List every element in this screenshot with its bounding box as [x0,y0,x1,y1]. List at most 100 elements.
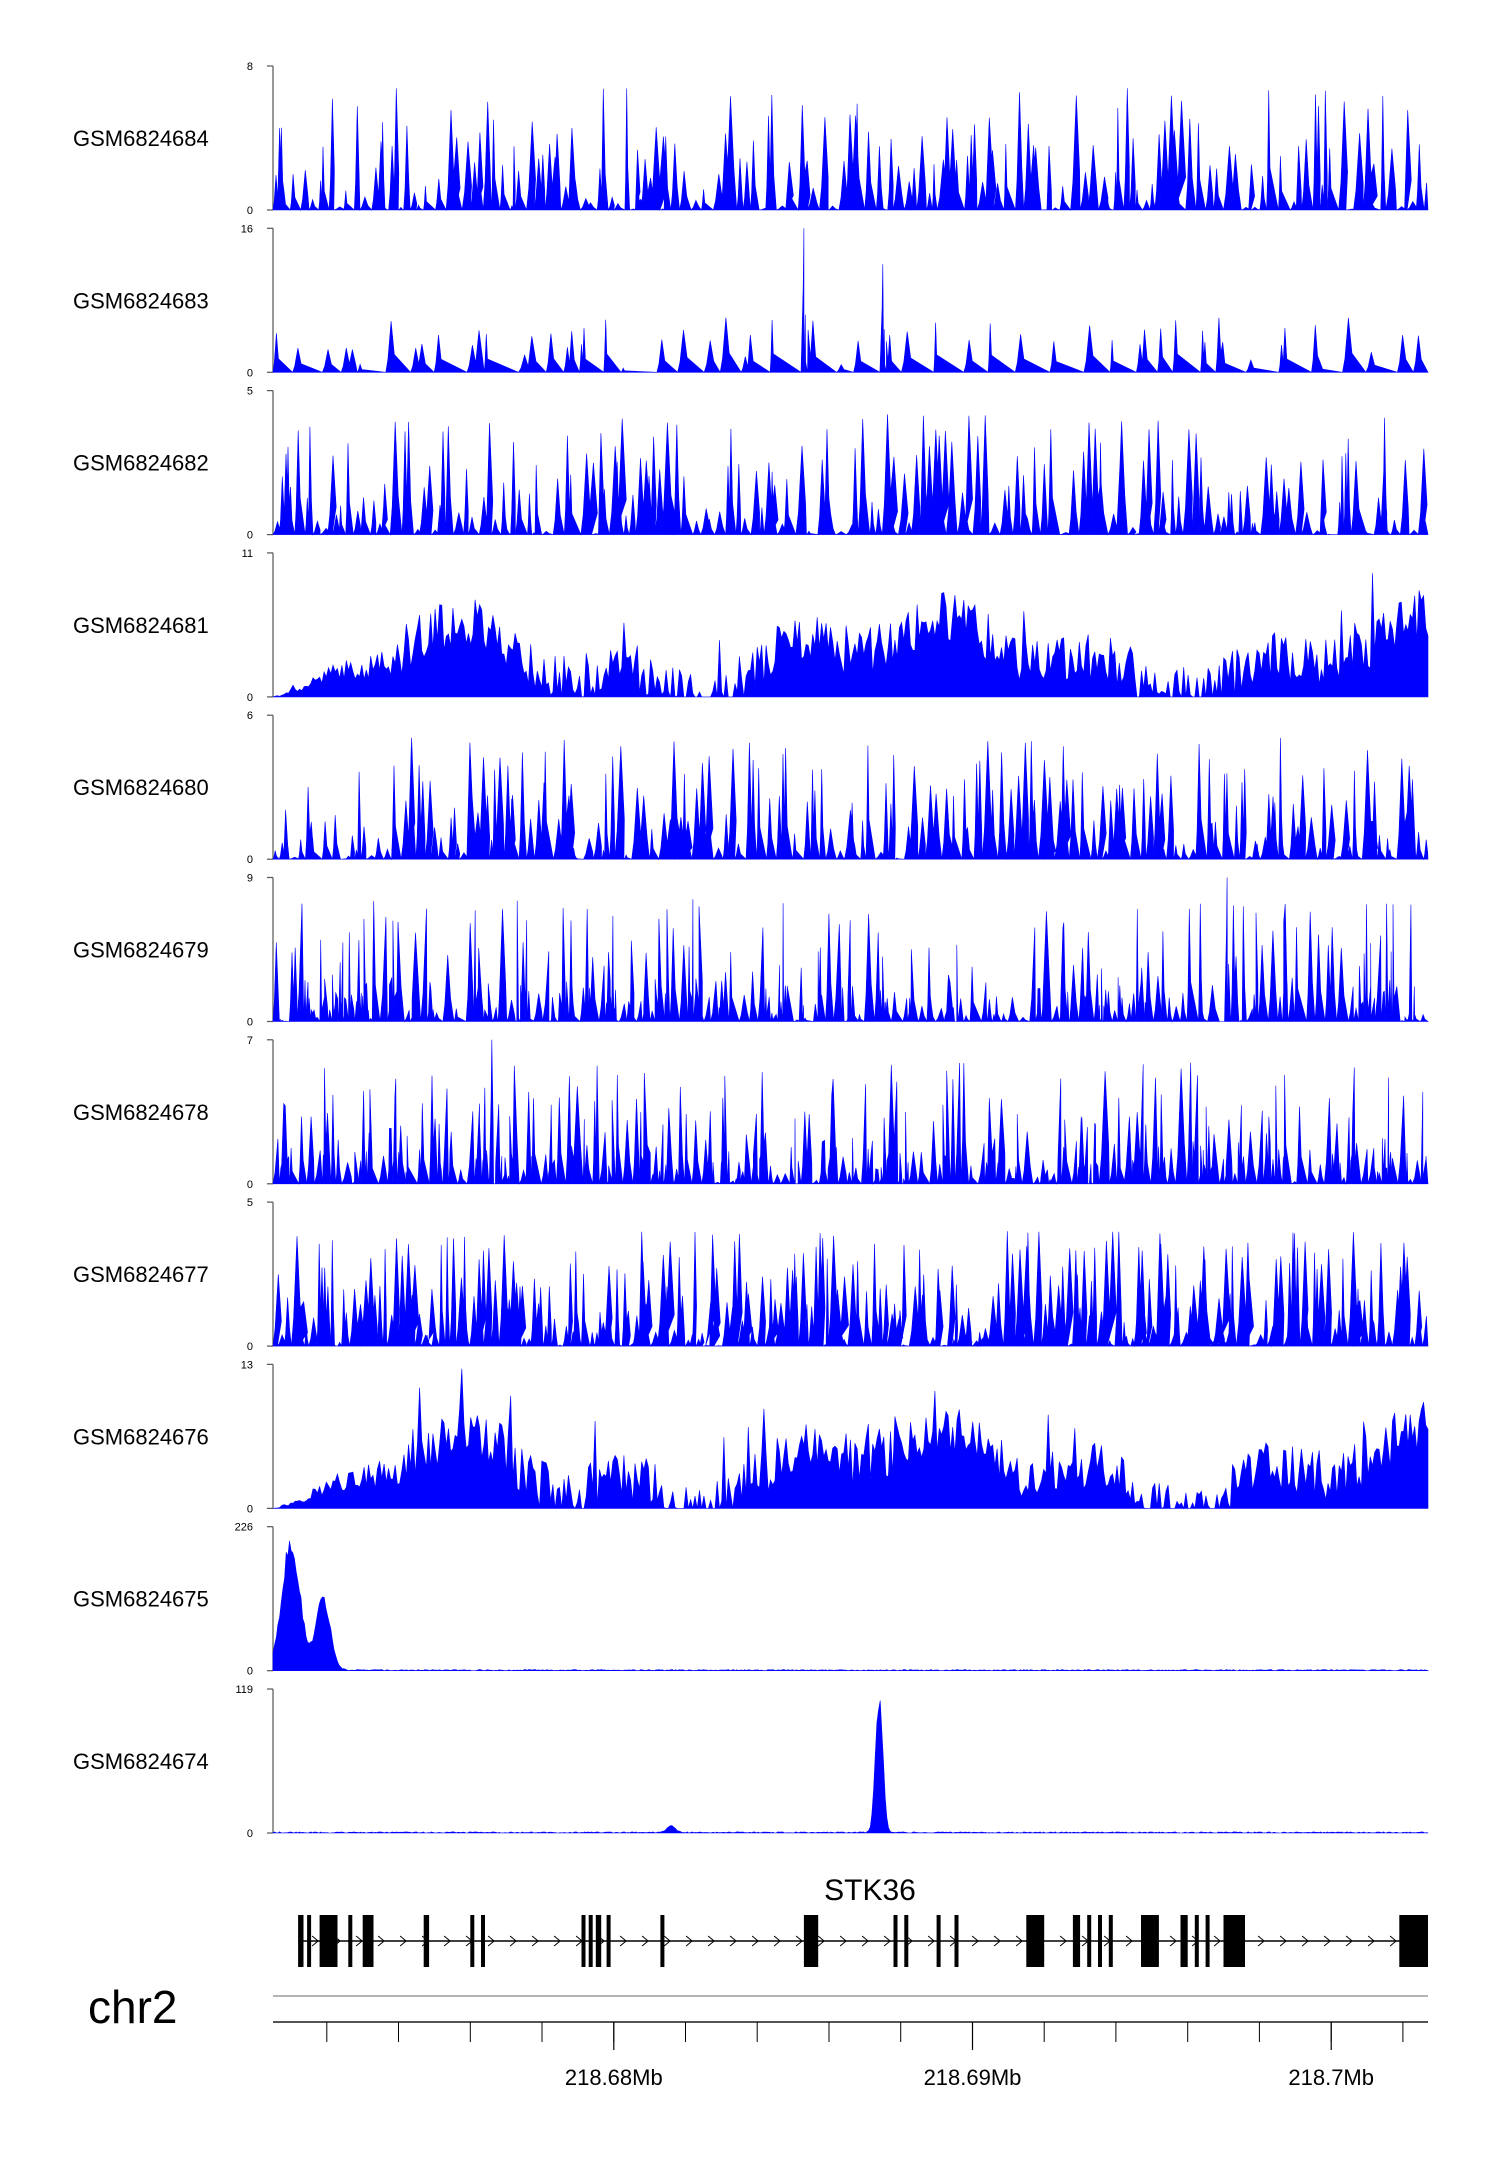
track-GSM6824681: GSM6824681 11 0 [73,548,1429,704]
gene-exon [1072,1915,1081,1967]
strand-arrow [619,1935,627,1947]
strand-arrow [707,1935,715,1947]
gene-track: STK36 [298,1874,1428,1967]
gene-exon [423,1915,430,1967]
x-tick-label: 218.69Mb [924,2065,1022,2090]
coordinate-axis: chr2 218.68Mb 218.69Mb 218.7Mb [88,1981,1428,2090]
gene-exon [470,1915,475,1967]
track-signal-area [272,1368,1429,1510]
strand-arrow [1389,1935,1397,1947]
y-tick-label-min: 0 [247,1017,253,1029]
track-signal-area [272,1700,1429,1834]
gene-exon [1026,1915,1045,1967]
track-label: GSM6824682 [73,451,209,476]
y-tick-label-max: 16 [241,223,253,235]
strand-arrow [685,1935,693,1947]
gene-exon [936,1915,941,1967]
strand-arrow [1323,1935,1331,1947]
track-GSM6824682: GSM6824682 5 0 [73,386,1429,542]
track-GSM6824675: GSM6824675 226 0 [73,1522,1429,1678]
strand-arrow [443,1935,451,1947]
y-tick-label-max: 13 [241,1359,253,1371]
track-signal-area [272,573,1429,699]
strand-arrow [377,1935,385,1947]
strand-arrow [1301,1935,1309,1947]
strand-arrow [971,1935,979,1947]
gene-exon [1205,1915,1210,1967]
strand-arrow [795,1935,803,1947]
gene-exon [1141,1915,1159,1967]
strand-arrow [553,1935,561,1947]
track-label: GSM6824674 [73,1749,209,1774]
y-tick-label-min: 0 [247,1179,253,1191]
track-label: GSM6824677 [73,1262,209,1287]
track-label: GSM6824676 [73,1424,209,1449]
strand-arrow [751,1935,759,1947]
track-signal-area [272,414,1429,536]
y-tick-label-max: 8 [247,61,253,73]
chromosome-label: chr2 [88,1981,177,2033]
strand-arrow [1367,1935,1375,1947]
strand-arrow [1169,1935,1177,1947]
strand-arrow [1059,1935,1067,1947]
gene-exon [298,1915,304,1967]
strand-arrow [773,1935,781,1947]
strand-arrow [729,1935,737,1947]
y-tick-label-min: 0 [247,1828,253,1840]
strand-arrow [1279,1935,1287,1947]
track-GSM6824680: GSM6824680 6 0 [73,710,1429,866]
strand-arrow [1015,1935,1023,1947]
track-signal-area [272,1039,1429,1185]
gene-exon [893,1915,898,1967]
y-tick-label-min: 0 [247,1666,253,1678]
y-tick-label-min: 0 [247,367,253,379]
track-signal-area [272,877,1429,1023]
strand-arrow [487,1935,495,1947]
gene-name-label: STK36 [824,1874,916,1907]
strand-arrow [1257,1935,1265,1947]
track-GSM6824674: GSM6824674 119 0 [73,1684,1429,1840]
y-tick-label-min: 0 [247,1341,253,1353]
gene-exon [362,1915,374,1967]
gene-exon [588,1915,593,1967]
y-tick-label-min: 0 [247,530,253,542]
track-GSM6824684: GSM6824684 8 0 [73,61,1429,217]
y-tick-label-max: 5 [247,1197,253,1209]
track-label: GSM6824679 [73,938,209,963]
strand-arrow [817,1935,825,1947]
track-GSM6824678: GSM6824678 7 0 [73,1035,1429,1191]
track-signal-area [272,228,1429,374]
gene-exon [1108,1915,1113,1967]
gene-exon [904,1915,909,1967]
track-label: GSM6824681 [73,613,209,638]
y-tick-label-min: 0 [247,854,253,866]
gene-exon [606,1915,611,1967]
gene-exon [307,1915,312,1967]
track-signal-area [272,1231,1429,1348]
strand-arrow [641,1935,649,1947]
track-label: GSM6824683 [73,288,209,313]
track-GSM6824683: GSM6824683 16 0 [73,223,1429,379]
gene-exon [1194,1915,1199,1967]
y-tick-label-max: 11 [242,548,253,560]
strand-arrow [531,1935,539,1947]
tracks-layer: GSM682468480GSM6824683160GSM682468250GSM… [73,61,1429,1840]
gene-exon [1399,1915,1428,1967]
strand-arrow [399,1935,407,1947]
gene-exon [348,1915,353,1967]
y-tick-label-max: 119 [235,1684,253,1696]
x-tick-label: 218.68Mb [565,2065,663,2090]
gene-exon [595,1915,602,1967]
strand-arrow [993,1935,1001,1947]
strand-arrow [861,1935,869,1947]
strand-arrow [883,1935,891,1947]
y-tick-label-min: 0 [247,205,253,217]
strand-arrow [663,1935,671,1947]
gene-exon [660,1915,665,1967]
gene-exon [1087,1915,1092,1967]
strand-arrow [311,1935,319,1947]
y-tick-label-max: 7 [247,1035,253,1047]
strand-arrow [1125,1935,1133,1947]
strand-arrow [839,1935,847,1947]
